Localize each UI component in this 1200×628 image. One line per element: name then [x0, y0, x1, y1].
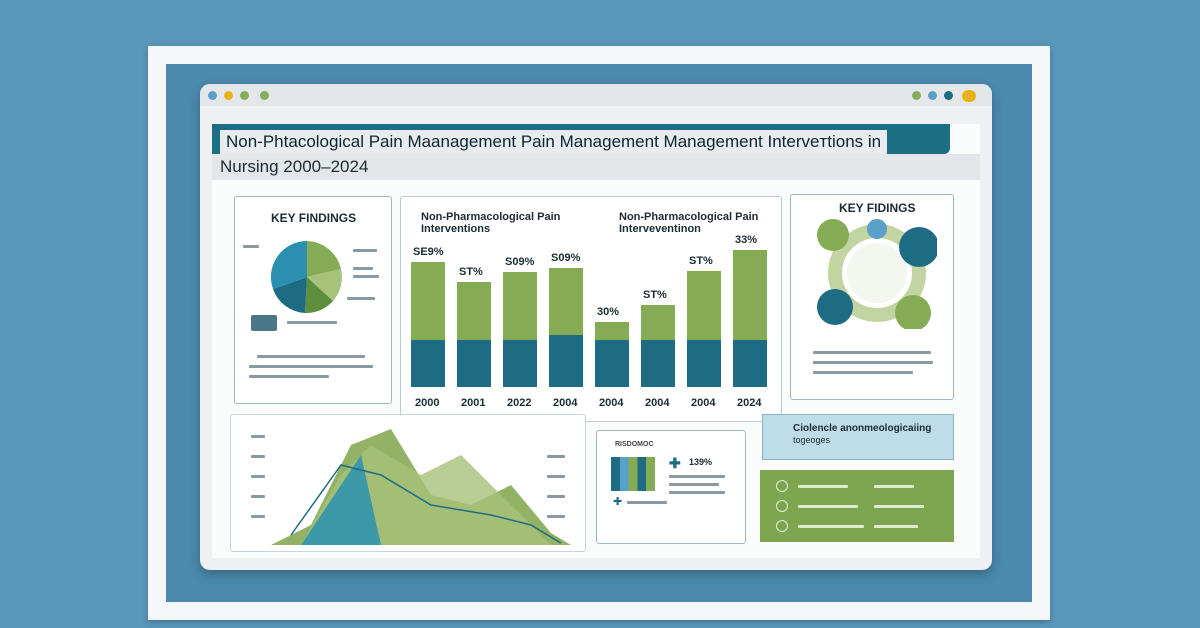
- plus-icon-small: ✚: [613, 496, 623, 508]
- bar-category-label: 2004: [645, 397, 670, 409]
- key-findings-panel-left: KEY FINDINGS: [234, 196, 392, 404]
- green-list-row: [776, 480, 946, 494]
- bar-category-label: 2024: [737, 397, 762, 409]
- bar-category-label: 2004: [691, 397, 716, 409]
- mini-chart-panel: RISDOMOC ✚ 139% ✚: [596, 430, 746, 544]
- bar-value-label: S09%: [551, 252, 581, 265]
- bar-chart-title-left: Non-Pharmacological Pain: [421, 211, 561, 223]
- bar-chart-panel: Non-Pharmacological Pain Interventions N…: [400, 196, 782, 422]
- info-box: Ciolencle anonmeologicaiing togeoges: [762, 414, 954, 460]
- area-chart-icon: [271, 429, 571, 545]
- bar-bottom-segment: [733, 339, 767, 387]
- circle-icon: [776, 480, 788, 492]
- toolbar-dot-blue-icon[interactable]: [928, 91, 937, 100]
- bar-category-label: 2001: [461, 397, 486, 409]
- bar-value-label: ST%: [459, 266, 483, 278]
- green-list-row: [776, 520, 946, 534]
- bar-top-segment: [411, 262, 445, 340]
- green-list-row: [776, 500, 946, 514]
- bar-bottom-segment: [503, 339, 537, 387]
- pie-chart-icon: [270, 240, 342, 314]
- window-dot-green2-icon[interactable]: [260, 91, 269, 100]
- key-findings-panel-right: KEY FIDINGS: [790, 194, 954, 400]
- circle-icon: [776, 500, 788, 512]
- bar-top-segment: [641, 304, 675, 340]
- area-chart-panel: [230, 414, 586, 552]
- plus-icon: ✚: [669, 455, 681, 471]
- bar-value-label: S09%: [505, 256, 535, 268]
- window-dot-green-icon[interactable]: [240, 91, 249, 100]
- bar-category-label: 2004: [553, 397, 578, 409]
- key-findings-title-right: KEY FIDINGS: [839, 201, 916, 215]
- toolbar-dot-green-icon[interactable]: [912, 91, 921, 100]
- bar-top-segment: [457, 282, 491, 340]
- bar-top-segment: [503, 272, 537, 340]
- page-title: Non-Phtacological Pain Maanagement Pain …: [220, 130, 888, 154]
- bar-chart-subtitle-right: Interveventinon: [619, 223, 701, 235]
- bar-top-segment: [549, 268, 583, 335]
- green-list-panel: [760, 470, 954, 542]
- bar-chart-subtitle-left: Interventions: [421, 223, 491, 235]
- bar-bottom-segment: [457, 339, 491, 387]
- mini-chart-bars: [611, 457, 655, 491]
- bar-value-label: 30%: [597, 306, 620, 318]
- bar-bottom-segment: [549, 334, 583, 387]
- bar-bottom-segment: [687, 339, 721, 387]
- info-box-line2: togeoges: [793, 435, 831, 445]
- info-box-line1: Ciolencle anonmeologicaiing: [793, 423, 932, 434]
- window-dot-yellow-icon[interactable]: [224, 91, 233, 100]
- cycle-diagram-icon: [817, 219, 937, 329]
- bar-category-label: 2004: [599, 397, 624, 409]
- bar-top-segment: [687, 270, 721, 340]
- browser-window: Non-Phtacological Pain Maanagement Pain …: [200, 84, 992, 570]
- toolbar-dot-teal-icon[interactable]: [944, 91, 953, 100]
- bar-value-label: SE9%: [413, 246, 444, 258]
- dashboard-screen: Non-Phtacological Pain Maanagement Pain …: [212, 124, 980, 558]
- legend-swatch: [251, 315, 277, 331]
- bar-value-label: 33%: [735, 233, 758, 246]
- bar-bottom-segment: [411, 339, 445, 387]
- page-subtitle: Nursing 2000–2024: [212, 154, 980, 180]
- window-titlebar: [200, 84, 992, 106]
- title-banner: Non-Phtacological Pain Maanagement Pain …: [212, 124, 950, 154]
- bar-category-label: 2022: [507, 397, 532, 409]
- window-dot-blue-icon[interactable]: [208, 91, 217, 100]
- mini-chart-heading: RISDOMOC: [615, 441, 654, 448]
- bar-value-label: ST%: [689, 254, 713, 267]
- key-findings-title-left: KEY FINDINGS: [271, 211, 357, 225]
- bar-top-segment: [733, 249, 767, 340]
- bar-value-label: ST%: [643, 288, 667, 301]
- bar-category-label: 2000: [415, 397, 440, 409]
- circle-icon: [776, 520, 788, 532]
- mini-chart-value: 139%: [689, 457, 713, 467]
- bar-bottom-segment: [641, 339, 675, 387]
- bar-chart-title-right: Non-Pharmacological Pain: [619, 211, 759, 223]
- toolbar-dot-yellow-icon[interactable]: [962, 90, 976, 102]
- bar-bottom-segment: [595, 339, 629, 387]
- bar-top-segment: [595, 322, 629, 340]
